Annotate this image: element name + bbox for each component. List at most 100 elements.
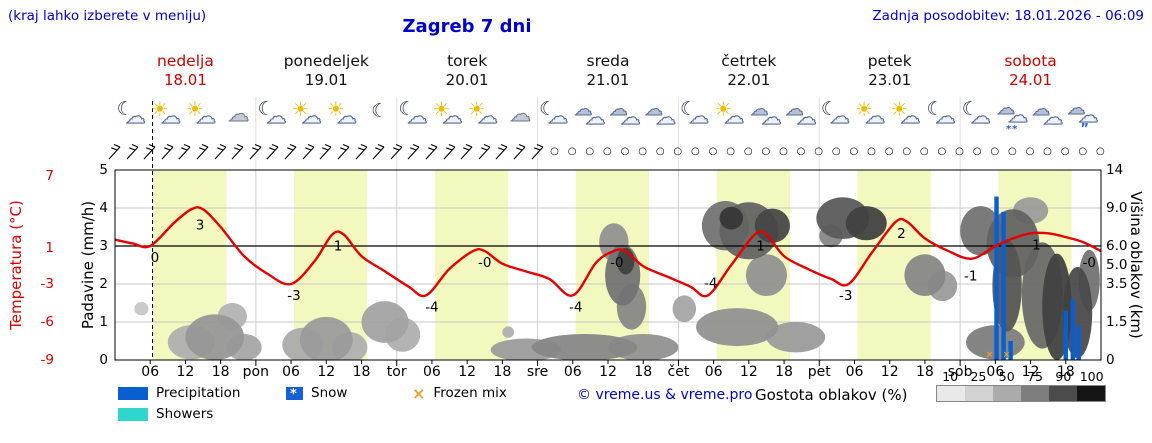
calm-wind-icon: ○ <box>867 146 876 157</box>
wind-barb-icon <box>355 143 367 160</box>
temp-tick: 7 <box>45 167 54 184</box>
legend-snow-label: Snow <box>311 385 348 401</box>
copyright-link[interactable]: © vreme.us & vreme.pro <box>577 387 753 403</box>
wind-barb-icon <box>319 143 332 160</box>
temp-tick: -9 <box>40 352 54 368</box>
sun-cloud-icon: ☀ ☁ <box>853 98 891 140</box>
menu-hint: (kraj lahko izberete v meniju) <box>8 8 207 24</box>
sun-cloud-icon: ☀ ☁ <box>325 98 363 140</box>
calm-wind-icon: ○ <box>550 146 559 157</box>
sun-cloud-icon: ☀ ☁ <box>712 98 750 140</box>
svg-text:-4: -4 <box>569 299 582 315</box>
cloudback-glyph: ☁ <box>644 99 663 120</box>
cloudback-glyph: ☁ <box>609 99 628 120</box>
density-tick: 100 <box>1079 369 1104 384</box>
day-header-četrtek: četrtek 22.01 <box>679 52 819 89</box>
cloud-height-tick: 9.0 <box>1106 200 1128 216</box>
calm-wind-icon: ○ <box>743 146 753 157</box>
snow-cloud-icon: ☁ ☁ ** <box>994 98 1032 140</box>
density-tick: 75 <box>1027 369 1043 384</box>
calm-wind-icon: ○ <box>1096 146 1105 157</box>
hour-label: 06 <box>141 364 160 380</box>
day-header-petek: petek 23.01 <box>820 52 960 89</box>
calm-wind-icon: ○ <box>937 146 947 157</box>
cloud-height-tick: 5.0 <box>1106 257 1128 273</box>
calm-wind-icon: ○ <box>1007 146 1017 157</box>
cloudfront-glyph: ☁ <box>266 104 287 128</box>
day-header-sobota: sobota 24.01 <box>961 52 1101 89</box>
sun-cloud-icon: ☀ ☁ <box>431 98 469 140</box>
snowmark-glyph: ** <box>1005 124 1019 135</box>
cloudfront-glyph: ☁ <box>125 104 146 128</box>
moon-glyph: ☾ <box>926 98 944 120</box>
hour-label: 18 <box>775 364 793 380</box>
frozen-mix-markers: × × <box>986 350 1011 360</box>
cloud-height-tick: 6.0 <box>1106 238 1128 254</box>
sun-cloud-icon: ☀ ☁ <box>290 98 328 140</box>
hour-label: 18 <box>493 364 512 380</box>
cloudfront-glyph: ☁ <box>160 104 181 128</box>
wind-barb-icon <box>443 143 455 160</box>
calm-wind-icon: ○ <box>831 146 841 157</box>
sun-glyph: ☀ <box>326 97 345 121</box>
day-date: 19.01 <box>304 71 348 89</box>
moon-cloud-icon: ☾ ☁ <box>818 98 856 140</box>
precip-tick: 0 <box>99 352 108 368</box>
wind-barb-icon <box>425 143 438 160</box>
calm-wind-icon: ○ <box>1043 146 1052 157</box>
hour-label: 06 <box>845 364 864 380</box>
hour-label: 12 <box>1021 364 1040 380</box>
wind-barb-icon <box>302 143 315 160</box>
calm-wind-icon: ○ <box>567 146 577 157</box>
cloud-height-tick: 14 <box>1106 162 1124 178</box>
precip-tick: 2 <box>99 276 108 292</box>
cloudfront-glyph: ☁ <box>336 104 357 128</box>
svg-text:-1: -1 <box>964 269 977 285</box>
frozen-mix-icon: × <box>412 383 426 403</box>
sun-cloud-icon: ☀ ☁ <box>149 98 187 140</box>
day-name: nedelja <box>156 52 214 70</box>
density-cell <box>937 386 965 401</box>
moon-cloud-icon: ☾ ☁ <box>924 98 962 140</box>
cloudback-glyph: ☁ <box>785 99 804 120</box>
svg-text:-4: -4 <box>704 275 717 291</box>
wind-barb-icon <box>214 143 227 160</box>
sun-cloud-icon: ☀ ☁ <box>184 98 222 140</box>
legend-frozen-label: Frozen mix <box>433 385 507 401</box>
calm-wind-icon: ○ <box>1078 146 1088 157</box>
axis-ticks <box>149 360 1067 366</box>
calm-wind-icon: ○ <box>955 146 964 157</box>
wind-barb-icon <box>407 143 420 160</box>
wind-barb-icon <box>390 143 403 160</box>
calm-wind-icon: ○ <box>585 146 595 157</box>
density-gradient-bar <box>936 385 1106 402</box>
wind-barb-icon <box>267 143 279 160</box>
calm-wind-icon: ○ <box>761 146 771 157</box>
day-header-nedelja: nedelja 18.01 <box>115 52 255 89</box>
density-cell <box>1021 386 1049 401</box>
hour-label: 18 <box>916 364 934 380</box>
moon-glyph: ☾ <box>820 98 838 120</box>
density-tick: 25 <box>970 369 987 384</box>
calm-wind-icon: ○ <box>990 146 1000 157</box>
wind-barb-icon <box>179 143 191 160</box>
svg-text:-0: -0 <box>1083 255 1096 271</box>
wind-barb-icon <box>143 143 156 160</box>
cloudfront-glyph: ☁ <box>724 104 745 128</box>
wind-barb-icon <box>231 143 244 160</box>
svg-text:0: 0 <box>151 250 160 266</box>
cloudfront-glyph: ☁ <box>796 105 817 129</box>
svg-text:-0: -0 <box>610 255 623 271</box>
sun-glyph: ☀ <box>714 97 733 121</box>
moon-icon: ☾ <box>360 98 398 140</box>
temperature-line <box>115 206 1101 298</box>
cloudback-glyph: ☁ <box>1032 99 1051 120</box>
cloudgray-glyph: ☁ <box>509 102 531 126</box>
svg-text:1: 1 <box>756 239 765 255</box>
cloudback-glyph: ☁ <box>1067 98 1086 119</box>
precipitation-swatch-icon <box>118 386 148 400</box>
clouds-icon: ☁ ☁ <box>607 98 645 140</box>
density-cell <box>993 386 1021 401</box>
